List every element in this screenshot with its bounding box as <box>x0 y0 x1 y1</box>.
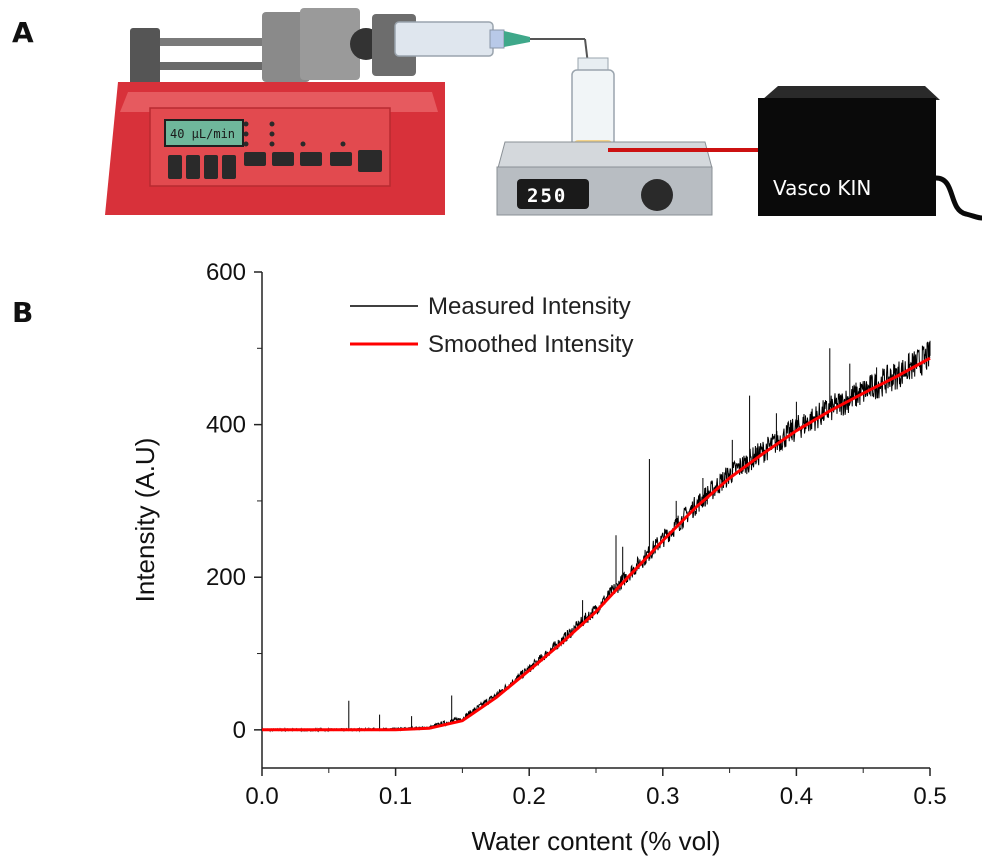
pump-rail-bottom <box>135 62 300 70</box>
intensity-chart: 0.0 0.1 0.2 0.3 0.4 0.5 0 200 400 600 Measured In… <box>130 259 947 856</box>
pump-button <box>330 152 352 166</box>
x-tick-label: 0.3 <box>646 783 679 810</box>
series-line-measured-intensity <box>261 340 931 733</box>
pump-indicator-dot <box>300 141 306 147</box>
pump-end-block <box>130 28 160 86</box>
syringe-holder <box>300 8 360 80</box>
x-tick-label: 0.1 <box>379 783 412 810</box>
x-axis-label: Water content (% vol) <box>471 826 720 856</box>
pump-button <box>186 155 200 179</box>
pump-indicator-dot <box>269 131 275 137</box>
x-tick-label: 0.5 <box>913 783 946 810</box>
y-tick-label: 600 <box>206 259 246 286</box>
pump-button <box>300 152 322 166</box>
chart-legend: Measured Intensity Smoothed Intensity <box>350 293 633 358</box>
pump-lcd-text: 40 µL/min <box>170 127 235 141</box>
panel-letter-a: A <box>12 16 34 49</box>
detector-top <box>762 86 940 100</box>
stirrer-with-vial: 250 <box>496 57 762 216</box>
chart-series <box>261 340 931 733</box>
pump-indicator-dot <box>243 121 249 127</box>
y-tick-label: 200 <box>206 564 246 591</box>
pump-button <box>222 155 236 179</box>
detector-cable <box>935 175 982 221</box>
pump-top-face <box>120 92 438 112</box>
pusher-block <box>262 12 310 82</box>
pump-indicator-dot <box>340 141 346 147</box>
stirrer-display-text: 250 <box>527 185 567 207</box>
pump-power-button <box>358 150 382 172</box>
detector-body <box>758 98 936 216</box>
pump-button <box>168 155 182 179</box>
pump-indicator-dot <box>243 131 249 137</box>
series-line-smoothed-intensity <box>262 356 931 732</box>
y-axis-label: Intensity (A.U) <box>130 438 160 603</box>
pump-button <box>244 152 266 166</box>
detector-label: Vasco KIN <box>773 176 871 200</box>
needle-hub <box>504 31 530 47</box>
legend-label: Smoothed Intensity <box>428 331 633 358</box>
pump-lcd-screen <box>164 119 244 147</box>
x-tick-label: 0.2 <box>513 783 546 810</box>
stirrer-knob <box>641 179 673 211</box>
pump-indicator-dot <box>243 141 249 147</box>
panel-letter-b: B <box>12 296 33 329</box>
syringe-barrel <box>394 21 494 57</box>
stirrer-display <box>517 179 589 209</box>
legend-label: Measured Intensity <box>428 293 631 320</box>
pump-indicator-dot <box>269 141 275 147</box>
y-tick-label: 0 <box>233 717 246 744</box>
pump-rail-top <box>135 38 300 46</box>
syringe-pump: 40 µL/min <box>105 8 598 215</box>
chart-ticks: 0.0 0.1 0.2 0.3 0.4 0.5 0 200 400 600 <box>206 259 947 810</box>
pump-button <box>272 152 294 166</box>
pump-button <box>204 155 218 179</box>
x-tick-label: 0.0 <box>245 783 278 810</box>
detector-box: Vasco KIN <box>758 86 982 221</box>
pump-indicator-dot <box>269 121 275 127</box>
x-tick-label: 0.4 <box>780 783 813 810</box>
stirrer-top <box>497 141 713 169</box>
syringe-hub <box>489 29 505 49</box>
y-tick-label: 400 <box>206 412 246 439</box>
